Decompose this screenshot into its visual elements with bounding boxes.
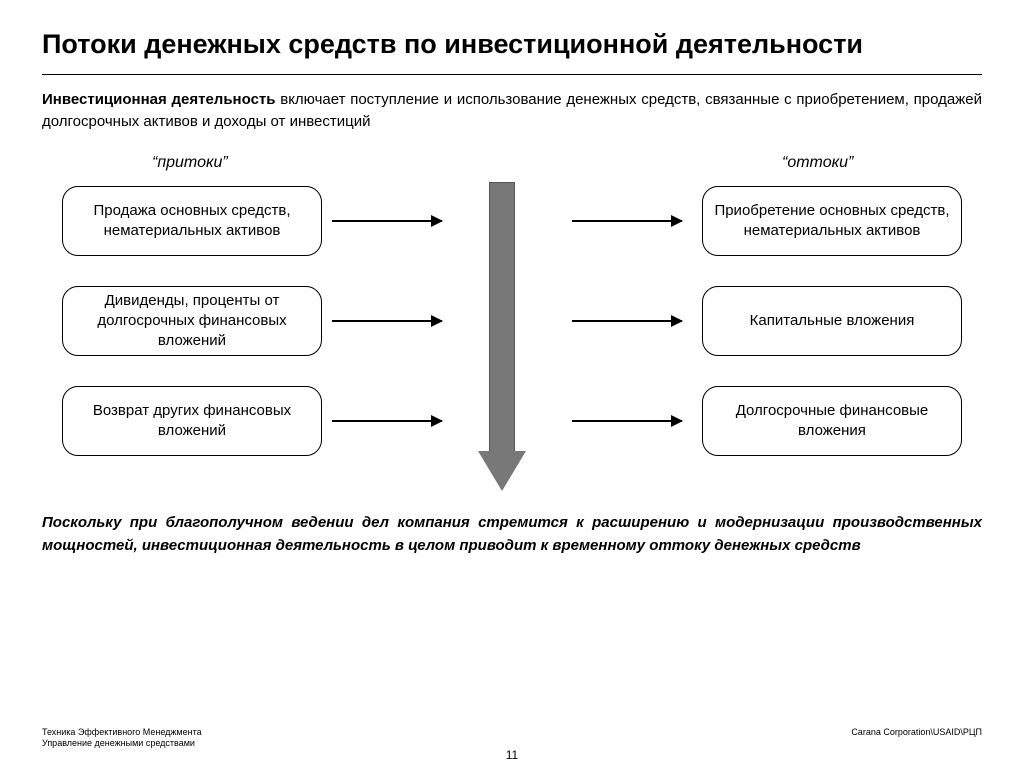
footer-left-line2: Управление денежными средствами <box>42 738 195 748</box>
page-number: 11 <box>0 748 1024 762</box>
inflow-box-1: Продажа основных средств, нематериальных… <box>62 186 322 256</box>
inflow-box-3: Возврат других финансовых вложений <box>62 386 322 456</box>
arrow-right-icon <box>332 320 442 322</box>
outflow-box-1: Приобретение основных средств, нематериа… <box>702 186 962 256</box>
footer-left: Техника Эффективного Менеджмента Управле… <box>42 727 202 750</box>
conclusion-paragraph: Поскольку при благополучном ведении дел … <box>42 512 982 557</box>
arrow-right-icon <box>332 220 442 222</box>
arrow-right-icon <box>572 320 682 322</box>
arrow-right-icon <box>572 220 682 222</box>
outflow-header: “оттоки” <box>782 154 853 172</box>
inflow-header: “притоки” <box>152 154 228 172</box>
outflow-box-2: Капитальные вложения <box>702 286 962 356</box>
outflow-box-3: Долгосрочные финансовые вложения <box>702 386 962 456</box>
arrow-right-icon <box>332 420 442 422</box>
slide-title: Потоки денежных средств по инвестиционно… <box>42 28 982 62</box>
diagram-area: “притоки” “оттоки” Продажа основных сред… <box>42 142 982 502</box>
intro-bold: Инвестиционная деятельность <box>42 91 275 108</box>
footer-right: Carana Corporation\USAID\РЦП <box>851 727 982 739</box>
arrow-right-icon <box>572 420 682 422</box>
footer-left-line1: Техника Эффективного Менеджмента <box>42 727 202 737</box>
slide-footer: Техника Эффективного Менеджмента Управле… <box>42 727 982 750</box>
title-divider <box>42 74 982 75</box>
inflow-box-2: Дивиденды, проценты от долгосрочных фина… <box>62 286 322 356</box>
intro-paragraph: Инвестиционная деятельность включает пос… <box>42 89 982 133</box>
